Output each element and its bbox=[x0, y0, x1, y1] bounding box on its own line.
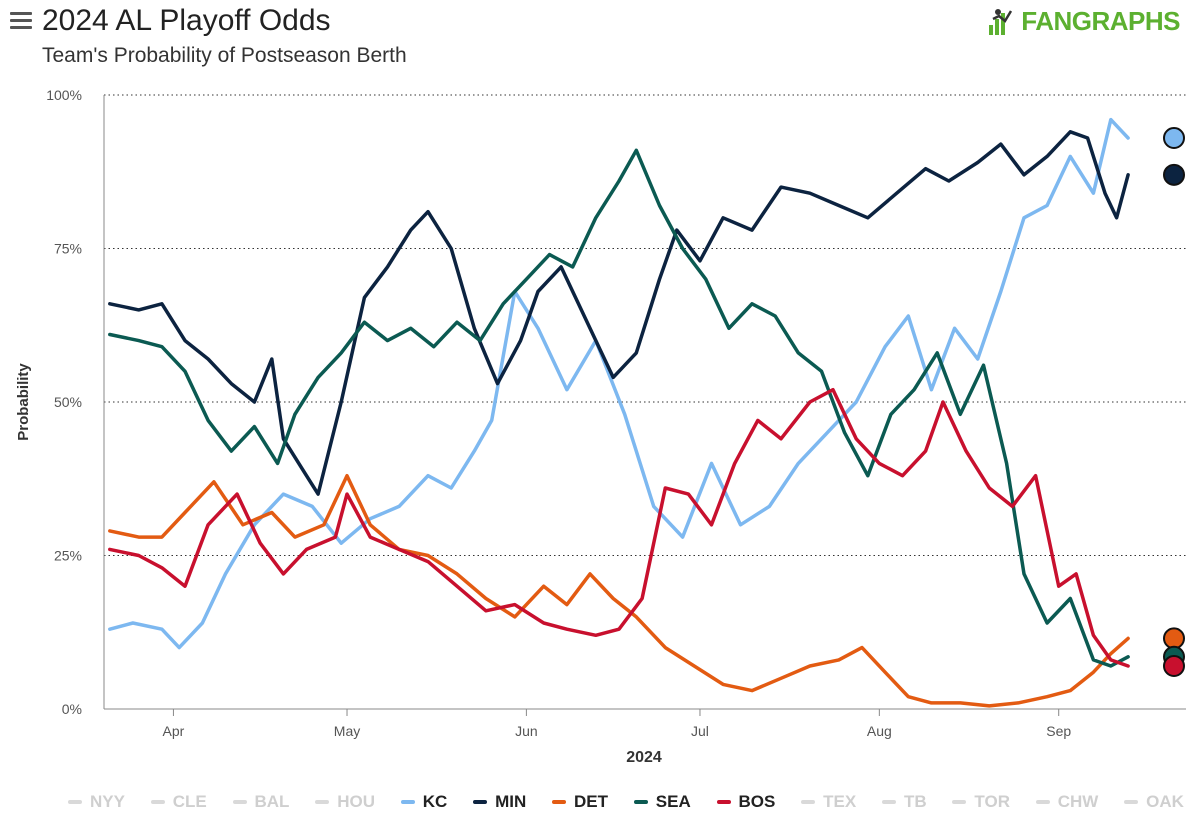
legend-item-hou[interactable]: HOU bbox=[315, 792, 375, 812]
axes: 0% 25% 50% 75% 100% Apr May Jun Jul Aug Sep bbox=[46, 87, 1186, 739]
series-line-bos[interactable] bbox=[108, 387, 1130, 668]
legend-label: TEX bbox=[823, 792, 857, 811]
fangraphs-logo[interactable]: FANGRAPHS bbox=[987, 6, 1180, 37]
legend-item-sea[interactable]: SEA bbox=[633, 792, 691, 812]
end-markers bbox=[1163, 126, 1185, 678]
chart-title: 2024 AL Playoff Odds bbox=[42, 4, 331, 37]
legend-label: MIN bbox=[495, 792, 527, 811]
y-tick-label: 0% bbox=[62, 701, 82, 717]
legend-label: HOU bbox=[337, 792, 375, 811]
legend-swatch bbox=[881, 800, 896, 804]
end-marker-bos[interactable] bbox=[1163, 655, 1185, 678]
end-marker-det[interactable] bbox=[1163, 627, 1185, 650]
legend-label: TB bbox=[903, 792, 927, 811]
end-marker-kc[interactable] bbox=[1163, 126, 1185, 149]
x-tick-label: May bbox=[334, 723, 360, 739]
x-tick-label: Aug bbox=[867, 723, 892, 739]
series-line-det[interactable] bbox=[108, 473, 1130, 708]
legend-label: KC bbox=[422, 792, 448, 811]
legend-item-bal[interactable]: BAL bbox=[232, 792, 290, 812]
legend-swatch bbox=[801, 800, 816, 804]
series-line-sea[interactable] bbox=[108, 148, 1130, 668]
legend-item-bos[interactable]: BOS bbox=[716, 792, 776, 812]
legend-swatch bbox=[716, 800, 731, 804]
legend-item-chw[interactable]: CHW bbox=[1035, 792, 1099, 812]
legend-swatch bbox=[150, 800, 165, 804]
legend-label: DET bbox=[574, 792, 609, 811]
legend-item-tex[interactable]: TEX bbox=[801, 792, 856, 812]
legend-label: SEA bbox=[655, 792, 691, 811]
legend-label: NYY bbox=[90, 792, 125, 811]
legend-item-oak[interactable]: OAK bbox=[1124, 792, 1184, 812]
series-line-kc[interactable] bbox=[108, 117, 1130, 650]
chart-subtitle: Team's Probability of Postseason Berth bbox=[42, 44, 407, 67]
legend-swatch bbox=[473, 800, 488, 804]
y-tick-label: 75% bbox=[54, 241, 82, 257]
legend-swatch bbox=[68, 800, 82, 804]
legend-swatch bbox=[952, 800, 967, 804]
x-tick-label: Jul bbox=[691, 723, 709, 739]
fangraphs-logo-icon bbox=[989, 8, 1013, 35]
legend-label: CLE bbox=[172, 792, 207, 811]
legend-swatch bbox=[1124, 800, 1139, 804]
y-tick-label: 25% bbox=[54, 548, 82, 564]
y-axis-title: Probability bbox=[15, 363, 32, 441]
legend-item-tb[interactable]: TB bbox=[881, 792, 927, 812]
legend-item-min[interactable]: MIN bbox=[473, 792, 526, 812]
legend-item-det[interactable]: DET bbox=[552, 792, 608, 812]
series-lines bbox=[108, 117, 1130, 708]
end-marker-min[interactable] bbox=[1163, 163, 1185, 186]
x-tick-label: Jun bbox=[515, 723, 538, 739]
legend-item-tor[interactable]: TOR bbox=[952, 792, 1010, 812]
x-tick-label: Apr bbox=[163, 723, 185, 739]
legend-label: OAK bbox=[1146, 792, 1184, 811]
legend-swatch bbox=[633, 800, 648, 804]
legend-swatch bbox=[315, 800, 330, 804]
legend: NYY CLE BAL HOU KC MIN DET SEA BOS TEX TB TOR CHW OAK bbox=[68, 792, 1184, 812]
legend-swatch bbox=[400, 800, 415, 804]
legend-swatch bbox=[1035, 800, 1050, 804]
legend-label: BAL bbox=[254, 792, 290, 811]
legend-label: TOR bbox=[974, 792, 1010, 811]
hamburger-menu-icon[interactable] bbox=[10, 12, 32, 30]
grid-lines bbox=[104, 94, 1186, 556]
legend-item-cle[interactable]: CLE bbox=[150, 792, 207, 812]
legend-swatch bbox=[552, 800, 567, 804]
legend-item-nyy[interactable]: NYY bbox=[68, 792, 125, 812]
y-tick-label: 100% bbox=[46, 87, 82, 103]
x-tick-label: Sep bbox=[1046, 723, 1071, 739]
legend-item-kc[interactable]: KC bbox=[400, 792, 448, 812]
legend-swatch bbox=[232, 800, 247, 804]
logo-text: FANGRAPHS bbox=[1021, 6, 1180, 36]
legend-label: BOS bbox=[738, 792, 776, 811]
y-tick-label: 50% bbox=[54, 394, 82, 410]
x-axis-title: 2024 bbox=[626, 749, 662, 766]
legend-label: CHW bbox=[1057, 792, 1099, 811]
series-line-min[interactable] bbox=[108, 130, 1130, 496]
